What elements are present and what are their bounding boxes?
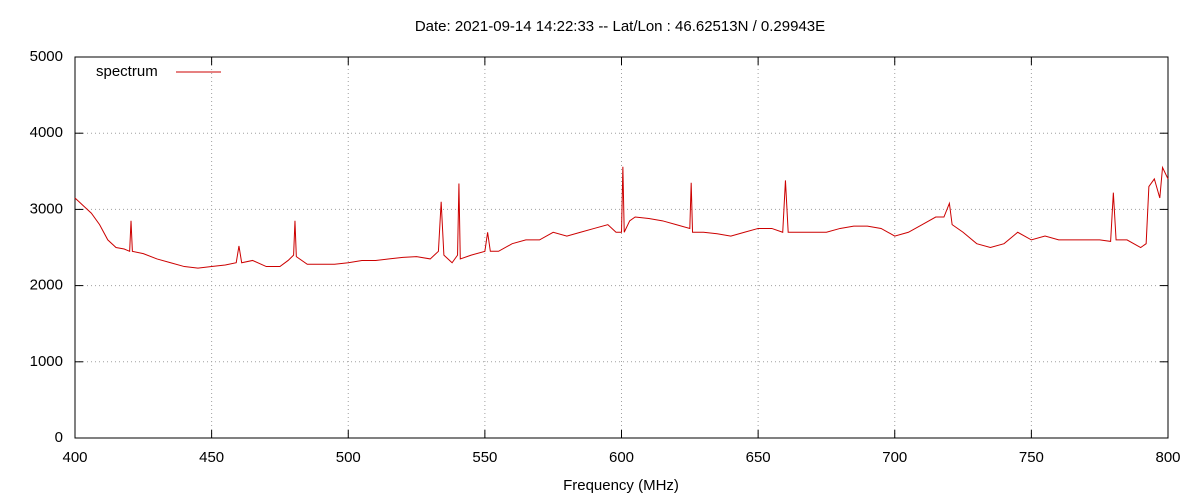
x-tick-label: 700 (882, 449, 907, 466)
x-tick-label: 750 (1019, 449, 1044, 466)
y-tick-label: 1000 (30, 353, 63, 370)
x-tick-label: 550 (472, 449, 497, 466)
spectrum-line (74, 165, 1169, 269)
y-tick-label: 2000 (30, 277, 63, 294)
x-tick-label: 800 (1155, 449, 1180, 466)
x-tick-label: 450 (199, 449, 224, 466)
legend-label: spectrum (96, 63, 158, 80)
x-tick-label: 600 (609, 449, 634, 466)
y-tick-label: 3000 (30, 200, 63, 217)
x-axis-label: Frequency (MHz) (563, 477, 679, 494)
y-tick-label: 4000 (30, 124, 63, 141)
y-tick-label: 0 (55, 429, 63, 446)
x-tick-label: 400 (62, 449, 87, 466)
chart-title: Date: 2021-09-14 14:22:33 -- Lat/Lon : 4… (415, 18, 825, 35)
x-tick-label: 500 (336, 449, 361, 466)
plot-border (74, 56, 1169, 439)
y-tick-label: 5000 (30, 48, 63, 65)
x-tick-label: 650 (746, 449, 771, 466)
